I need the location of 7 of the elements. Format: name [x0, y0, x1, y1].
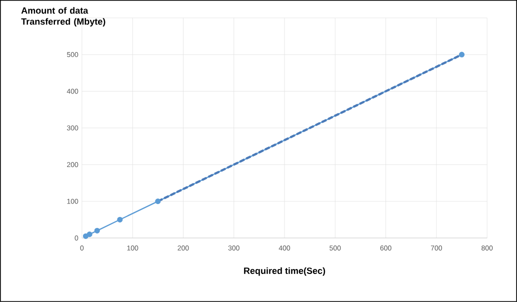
- point: [155, 198, 161, 204]
- point: [117, 216, 123, 222]
- point: [458, 52, 465, 58]
- point: [94, 228, 100, 234]
- y-axis-title: Amount of data Transferred (Mbyte): [21, 7, 106, 27]
- point: [86, 232, 92, 238]
- x-axis-title: Required time(Sec): [244, 267, 326, 276]
